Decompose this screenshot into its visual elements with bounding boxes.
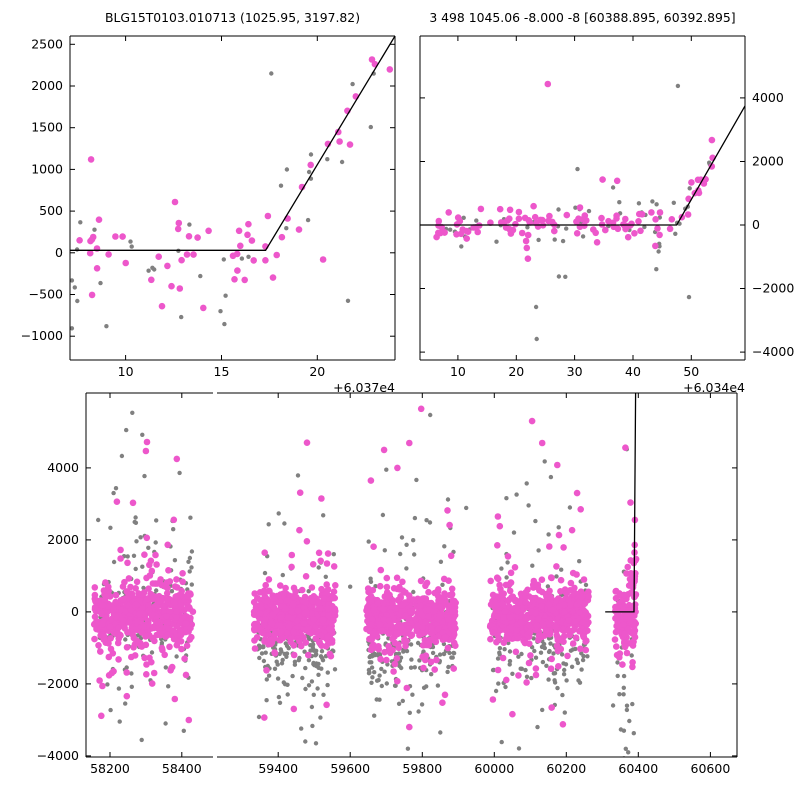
svg-text:−4000: −4000 — [37, 748, 79, 763]
scatter-points-top_left-0 — [70, 36, 395, 331]
scatter-points-bottom-0 — [90, 410, 197, 743]
svg-text:10: 10 — [450, 364, 466, 379]
svg-text:20: 20 — [309, 364, 325, 379]
svg-text:−4000: −4000 — [752, 344, 794, 359]
title-left: BLG15T0103.010713 (1025.95, 3197.82) — [104, 10, 361, 25]
svg-text:4000: 4000 — [47, 460, 79, 475]
svg-text:1500: 1500 — [31, 120, 63, 135]
svg-text:50: 50 — [683, 364, 699, 379]
svg-text:58200: 58200 — [90, 761, 130, 776]
axis-frame-top_right-0 — [419, 35, 746, 361]
tick-labels-bottom-1: 59400 59600 59800 60000 60200 60400 60600 — [258, 761, 730, 776]
svg-text:2000: 2000 — [31, 78, 63, 93]
x-offset-label: +6.034e4 — [683, 380, 745, 395]
model-fit-line — [605, 393, 637, 613]
svg-text:0: 0 — [752, 217, 760, 232]
svg-text:0: 0 — [55, 245, 63, 260]
svg-text:−500: −500 — [29, 287, 63, 302]
scatter-points-bottom-1 — [250, 393, 640, 757]
svg-text:30: 30 — [567, 364, 583, 379]
svg-text:60600: 60600 — [691, 761, 731, 776]
svg-text:20: 20 — [508, 364, 524, 379]
svg-text:−1000: −1000 — [21, 328, 63, 343]
svg-text:59800: 59800 — [402, 761, 442, 776]
axis-frame-bottom-1 — [217, 392, 738, 758]
svg-text:58400: 58400 — [162, 761, 202, 776]
title-right: 3 498 1045.06 -8.000 -8 [60388.895, 6039… — [429, 10, 736, 25]
svg-text:1000: 1000 — [31, 161, 63, 176]
axis-frame-top_left-0 — [69, 35, 396, 361]
svg-text:10: 10 — [118, 364, 134, 379]
svg-text:15: 15 — [214, 364, 230, 379]
tick-labels-top_left-0: 10 15 20 −1000 −500 0 500 1000 1500 2000 2500 +6.03… — [21, 36, 395, 395]
axis-frame-bottom-0 — [85, 392, 213, 758]
svg-text:60400: 60400 — [618, 761, 658, 776]
svg-text:500: 500 — [39, 203, 63, 218]
svg-text:59600: 59600 — [330, 761, 370, 776]
svg-text:0: 0 — [71, 604, 79, 619]
svg-text:60200: 60200 — [546, 761, 586, 776]
svg-text:−2000: −2000 — [37, 676, 79, 691]
svg-text:2000: 2000 — [47, 532, 79, 547]
model-fit-line — [420, 105, 745, 226]
svg-text:2000: 2000 — [752, 154, 784, 169]
scatter-points-top_right-0 — [420, 80, 745, 342]
svg-text:2500: 2500 — [31, 36, 63, 51]
svg-text:4000: 4000 — [752, 90, 784, 105]
svg-text:60000: 60000 — [474, 761, 514, 776]
svg-text:59400: 59400 — [258, 761, 298, 776]
x-offset-label: +6.037e4 — [333, 380, 395, 395]
svg-text:−2000: −2000 — [752, 281, 794, 296]
model-fit-line — [70, 36, 395, 251]
svg-text:40: 40 — [625, 364, 641, 379]
tick-labels-bottom-0: 58200 58400 −4000 −2000 0 2000 4000 — [37, 460, 202, 776]
tick-labels-top_right-0: 10 20 30 40 50 −4000 −2000 0 2000 4000 +6.034e4 — [450, 90, 794, 395]
